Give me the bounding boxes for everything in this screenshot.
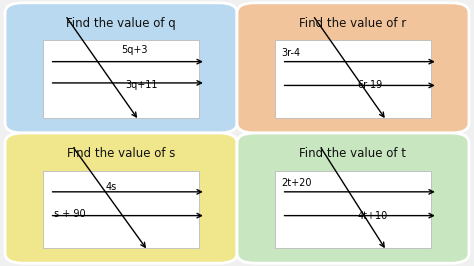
FancyBboxPatch shape xyxy=(275,171,431,248)
Text: s + 90: s + 90 xyxy=(54,209,86,219)
Text: 3r-4: 3r-4 xyxy=(282,48,301,58)
Text: Find the value of q: Find the value of q xyxy=(66,16,176,30)
Text: Find the value of s: Find the value of s xyxy=(67,147,175,160)
Text: Find the value of r: Find the value of r xyxy=(300,16,407,30)
FancyBboxPatch shape xyxy=(237,3,469,133)
Text: 5q+3: 5q+3 xyxy=(121,45,147,55)
FancyBboxPatch shape xyxy=(5,3,237,133)
FancyBboxPatch shape xyxy=(237,133,469,263)
FancyBboxPatch shape xyxy=(5,133,237,263)
Text: 2t+20: 2t+20 xyxy=(282,178,312,188)
FancyBboxPatch shape xyxy=(43,40,199,118)
Text: 4s: 4s xyxy=(105,182,117,192)
Text: 3q+11: 3q+11 xyxy=(126,80,158,90)
Text: Find the value of t: Find the value of t xyxy=(300,147,407,160)
FancyBboxPatch shape xyxy=(43,171,199,248)
Text: 4t+10: 4t+10 xyxy=(357,211,388,221)
FancyBboxPatch shape xyxy=(275,40,431,118)
Text: 6r-19: 6r-19 xyxy=(357,80,383,90)
